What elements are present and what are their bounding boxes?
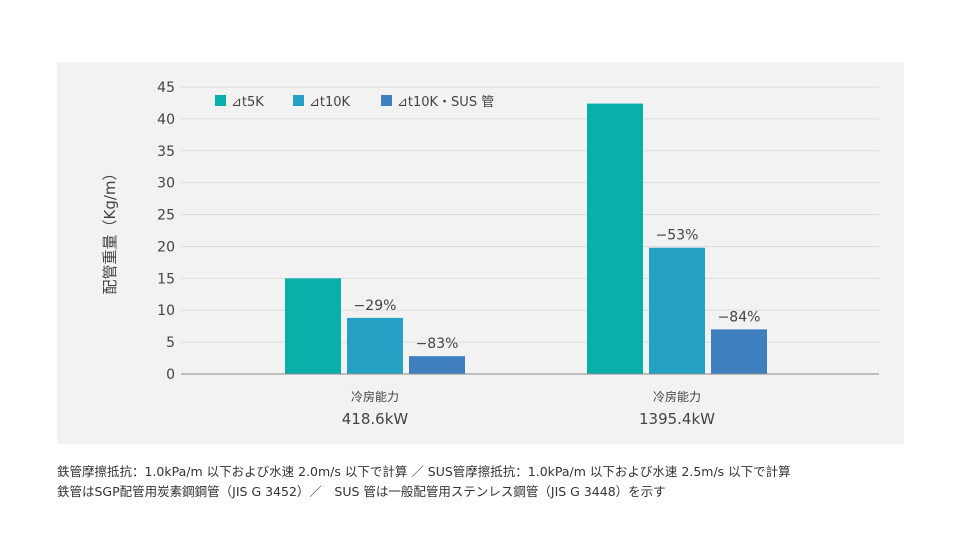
note-line-1: 鉄管摩擦抵抗：1.0kPa/m 以下および水速 2.0m/s 以下で計算 ／ S…	[57, 464, 791, 479]
x-category-label: 冷房能力	[653, 389, 701, 404]
bar	[409, 356, 465, 374]
y-tick-label: 35	[157, 144, 175, 160]
x-category-value: 1395.4kW	[639, 410, 715, 428]
chart-notes: 鉄管摩擦抵抗：1.0kPa/m 以下および水速 2.0m/s 以下で計算 ／ S…	[57, 462, 937, 502]
y-tick-label: 45	[157, 80, 175, 96]
y-tick-label: 40	[157, 112, 175, 128]
x-category-label: 冷房能力	[351, 389, 399, 404]
legend-swatch	[293, 95, 304, 106]
y-tick-label: 20	[157, 239, 175, 255]
chart-panel	[57, 62, 904, 444]
y-tick-label: 25	[157, 208, 175, 224]
legend-label: ⊿t10K	[309, 95, 351, 110]
legend-swatch	[381, 95, 392, 106]
bar	[347, 317, 403, 374]
y-axis-label: 配管重量（Kg/m）	[101, 165, 119, 294]
y-tick-label: 5	[166, 335, 175, 351]
bar-data-label: −83%	[416, 336, 459, 352]
legend-label: ⊿t10K・SUS 管	[397, 95, 494, 110]
bar-data-label: −53%	[656, 228, 699, 244]
bar	[587, 103, 643, 375]
y-tick-label: 30	[157, 176, 175, 192]
note-line-2: 鉄管はSGP配管用炭素鋼鋼管（JIS G 3452）／ SUS 管は一般配管用ス…	[57, 484, 666, 499]
y-tick-label: 10	[157, 303, 175, 319]
bar	[285, 278, 341, 374]
legend-label: ⊿t5K	[231, 95, 264, 110]
bar	[711, 329, 767, 374]
bar-data-label: −84%	[718, 309, 761, 325]
bar-data-label: −29%	[354, 298, 397, 314]
y-tick-label: 0	[166, 367, 175, 383]
x-category-value: 418.6kW	[342, 410, 409, 428]
legend-swatch	[215, 95, 226, 106]
bar-chart: 0 5 10 15 20 25 30 35 40 45 配管重量（Kg/m） −29% −83% 冷房能力…	[101, 80, 879, 428]
y-tick-label: 15	[157, 271, 175, 287]
bar	[649, 247, 705, 374]
